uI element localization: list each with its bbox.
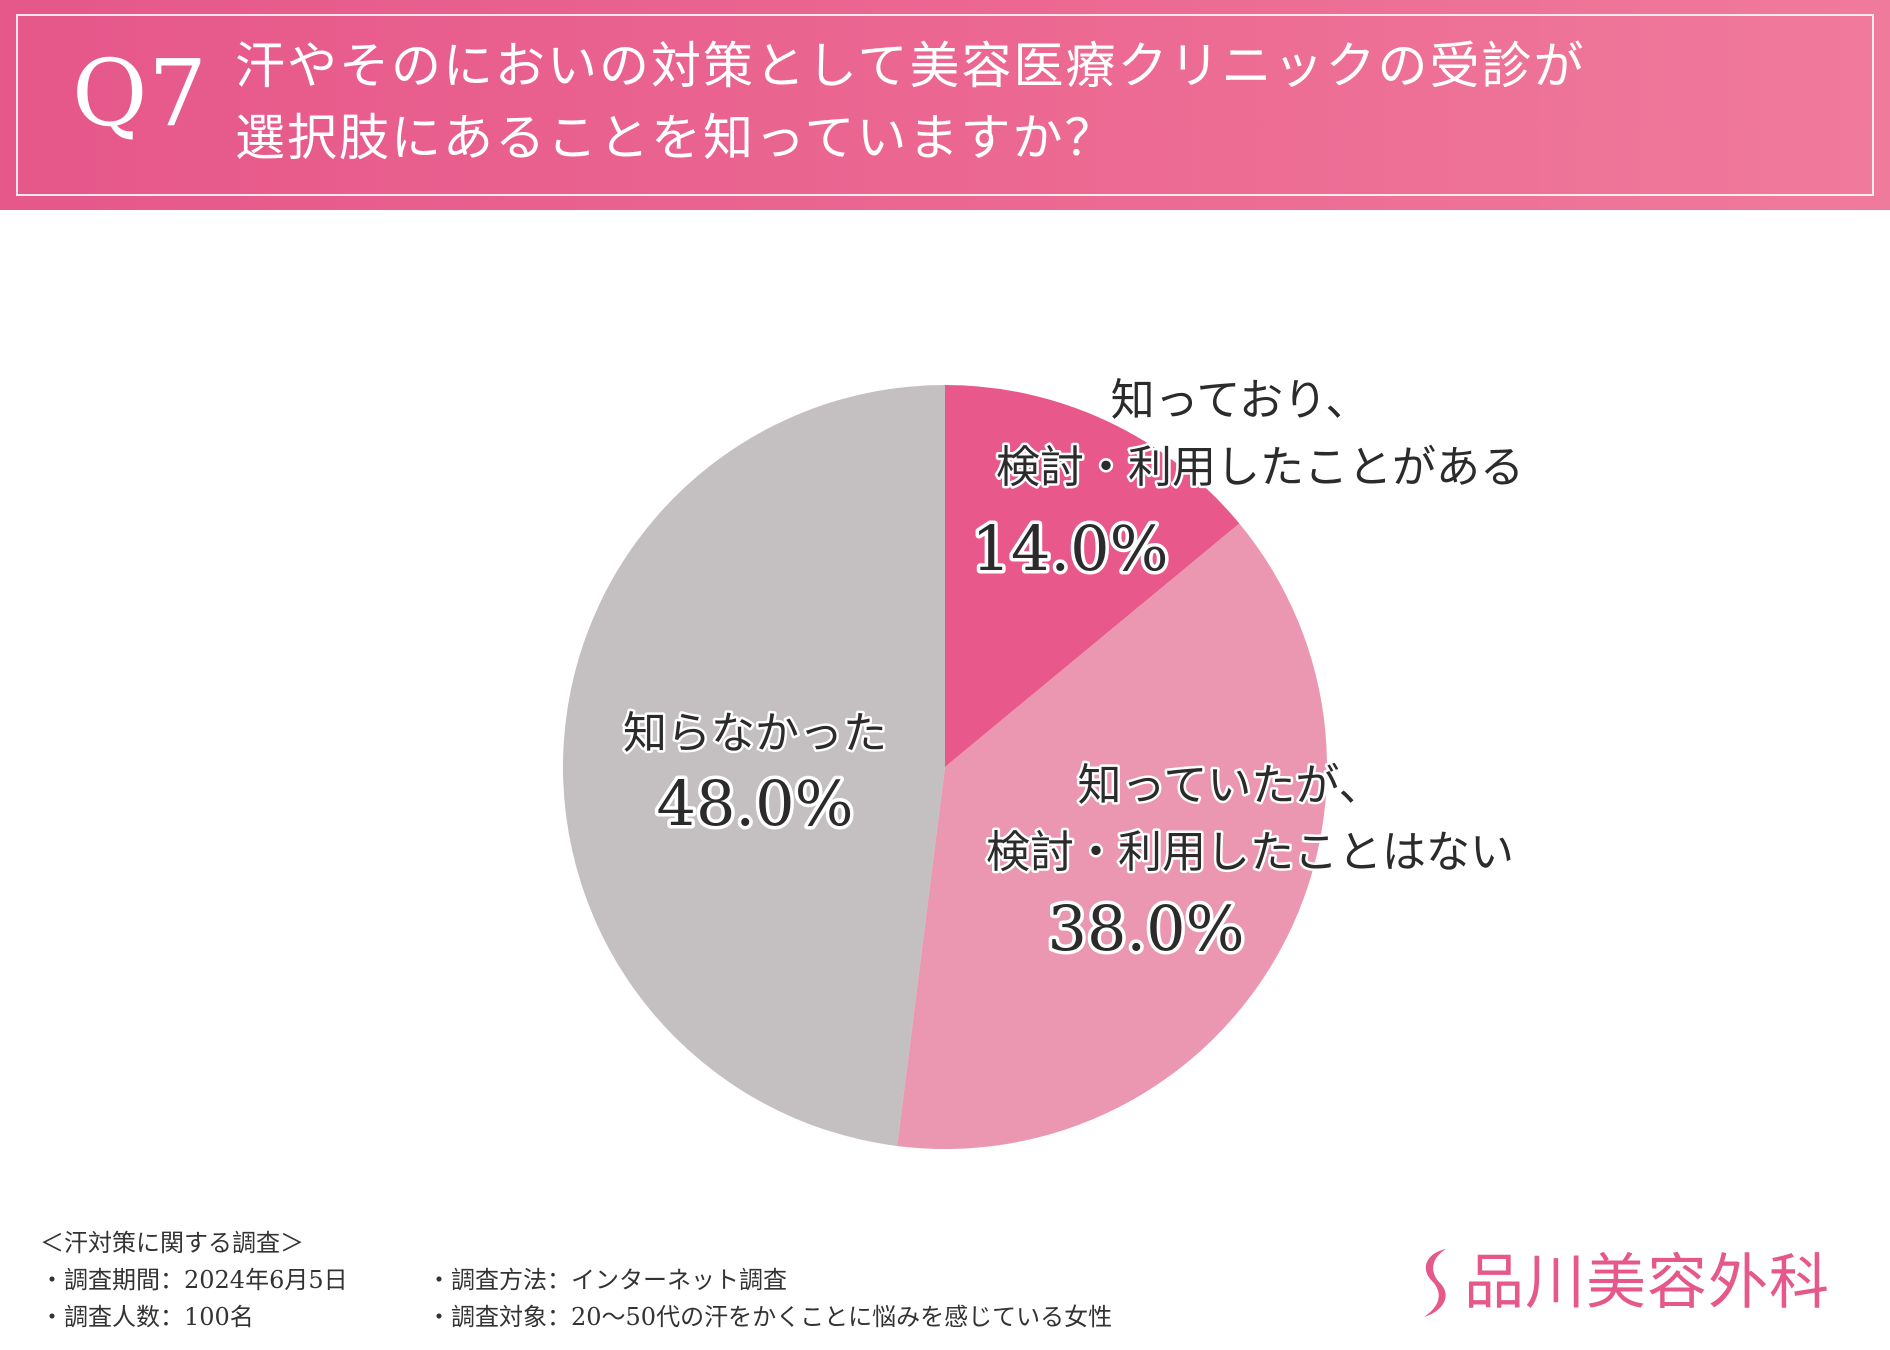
s-swoosh-icon bbox=[1424, 1249, 1446, 1317]
slice-label-line: 知っていたが、 bbox=[1078, 760, 1383, 811]
survey-row-1: ・調査期間：2024年6月5日 ・調査方法：インターネット調査 bbox=[40, 1262, 787, 1299]
slice-label-line: 知っており、 bbox=[1111, 375, 1370, 426]
question-text: 汗やそのにおいの対策として美容医療クリニックの受診が 選択肢にあることを知ってい… bbox=[235, 30, 1586, 174]
question-header: Q7 汗やそのにおいの対策として美容医療クリニックの受診が 選択肢にあることを知… bbox=[0, 0, 1890, 210]
slice-label-line: 知らなかった bbox=[623, 708, 887, 759]
survey-method: ・調査方法：インターネット調査 bbox=[427, 1266, 787, 1294]
header-frame bbox=[16, 14, 1874, 196]
survey-info: ＜汗対策に関する調査＞ ・調査期間：2024年6月5日 ・調査方法：インターネッ… bbox=[40, 1225, 1112, 1336]
slice-value-label: 14.0% bbox=[972, 512, 1169, 585]
survey-target: ・調査対象：20～50代の汗をかくことに悩みを感じている女性 bbox=[427, 1303, 1113, 1331]
survey-row-2: ・調査人数：100名 ・調査対象：20～50代の汗をかくことに悩みを感じている女… bbox=[40, 1299, 1112, 1336]
pie-slice bbox=[562, 385, 945, 1146]
brand-name: 品川美容外科 bbox=[1464, 1248, 1830, 1318]
question-line-1: 汗やそのにおいの対策として美容医療クリニックの受診が bbox=[235, 37, 1586, 95]
survey-title: ＜汗対策に関する調査＞ bbox=[40, 1229, 304, 1257]
slice-label-line: 検討・利用したことはない bbox=[986, 827, 1514, 878]
pie-slices bbox=[562, 385, 1328, 1150]
slice-label-line: 検討・利用したことがある bbox=[996, 442, 1524, 493]
question-number: Q7 bbox=[72, 40, 208, 147]
slice-value-label: 38.0% bbox=[1048, 892, 1245, 965]
pie-slice bbox=[897, 523, 1328, 1150]
survey-respondents: ・調査人数：100名 bbox=[40, 1303, 254, 1331]
pie-labels: 知っており、 検討・利用したことがある 14.0% 知っていたが、 検討・利用し… bbox=[621, 373, 1527, 969]
pie-slice bbox=[945, 385, 1240, 767]
slice-value-label: 48.0% bbox=[657, 767, 854, 840]
brand-logo: 品川美容外科 bbox=[1412, 1240, 1830, 1326]
question-line-2: 選択肢にあることを知っていますか？ bbox=[235, 109, 1117, 167]
survey-period: ・調査期間：2024年6月5日 bbox=[40, 1266, 348, 1294]
